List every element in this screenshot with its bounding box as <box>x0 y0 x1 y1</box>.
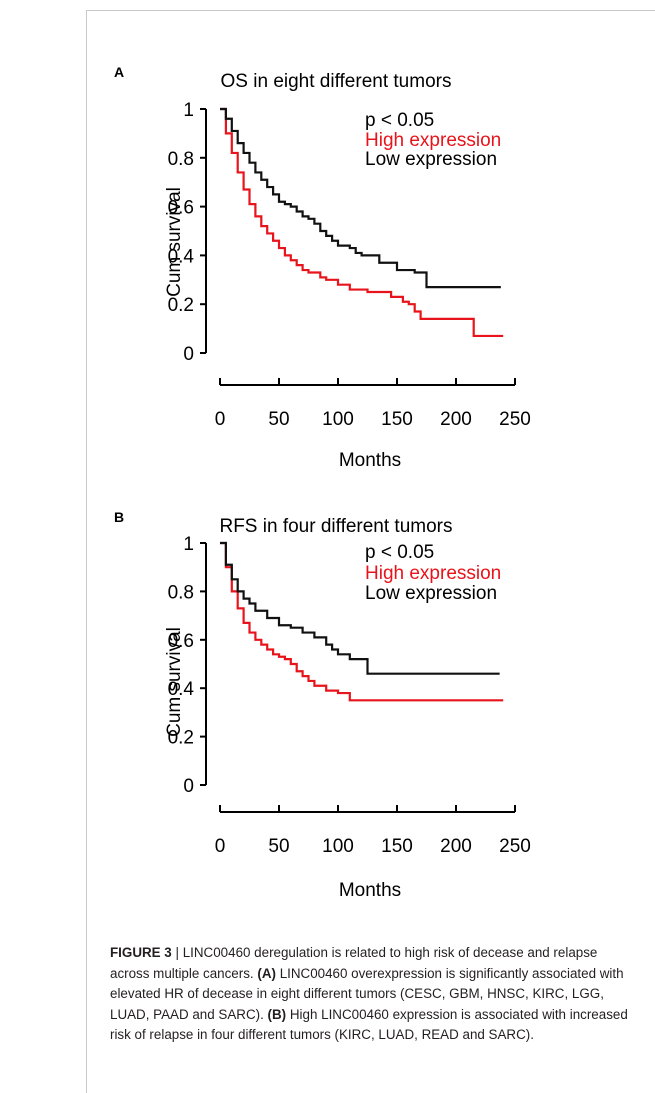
caption-separator: | <box>175 945 179 960</box>
x-tick-label: 200 <box>440 836 472 857</box>
x-axis-label: Months <box>339 450 401 471</box>
x-tick-label: 150 <box>381 836 413 857</box>
survival-chart-a: A OS in eight different tumors Cum survi… <box>114 64 531 471</box>
survival-curve-high-expression <box>220 107 504 338</box>
legend-high-expression: High expression <box>365 563 501 584</box>
figure-label: FIGURE 3 <box>110 945 172 960</box>
survival-curve-low-expression <box>220 107 501 289</box>
chart-title: OS in eight different tumors <box>221 71 452 92</box>
y-tick-label: 0.6 <box>168 198 194 219</box>
legend-pvalue: p < 0.05 <box>365 542 434 563</box>
chart-title: RFS in four different tumors <box>219 516 452 537</box>
y-tick-label: 0.6 <box>168 631 194 652</box>
legend-low-expression: Low expression <box>365 149 497 170</box>
y-tick-label: 0 <box>183 344 194 365</box>
y-tick-label: 0 <box>183 776 194 797</box>
y-tick-label: 0.2 <box>168 728 194 749</box>
caption-intro: LINC00460 deregulation is related to hig… <box>110 945 598 981</box>
survival-curves <box>220 107 504 338</box>
panel-label: B <box>114 509 124 525</box>
x-tick-label: 250 <box>499 409 531 430</box>
x-tick-label: 200 <box>440 409 472 430</box>
x-tick-label: 50 <box>268 836 289 857</box>
y-tick-label: 0.8 <box>168 149 194 170</box>
caption-part-b-label: (B) <box>267 1006 287 1022</box>
y-axis-label: Cum survival <box>164 187 185 297</box>
chart-panel-b: B RFS in four different tumors Cum survi… <box>110 500 550 930</box>
y-axis-label: Cum survival <box>164 627 185 737</box>
x-tick-label: 250 <box>499 836 531 857</box>
x-tick-label: 0 <box>215 836 226 857</box>
x-tick-label: 50 <box>268 409 289 430</box>
figure-frame <box>86 10 655 1093</box>
chart-panel-a: A OS in eight different tumors Cum survi… <box>110 55 550 485</box>
x-tick-label: 100 <box>322 836 354 857</box>
axes: 0 0.2 0.4 0.6 0.8 1 0 50 100 150 200 250 <box>168 534 531 857</box>
x-axis-label: Months <box>339 880 401 901</box>
y-tick-label: 1 <box>183 100 194 121</box>
legend-low-expression: Low expression <box>365 583 497 604</box>
x-tick-label: 100 <box>322 409 354 430</box>
y-tick-label: 0.2 <box>168 295 194 316</box>
y-tick-label: 0.4 <box>168 246 195 267</box>
figure-caption: FIGURE 3 | LINC00460 deregulation is rel… <box>110 943 640 1046</box>
legend-high-expression: High expression <box>365 130 501 151</box>
x-tick-label: 0 <box>215 409 226 430</box>
caption-part-a-text: LINC00460 overexpression is significantl… <box>110 965 624 1022</box>
survival-curve-high-expression <box>220 541 504 702</box>
legend-pvalue: p < 0.05 <box>365 110 434 131</box>
caption-part-b-text: High LINC00460 expression is associated … <box>110 1006 628 1043</box>
survival-curve-low-expression <box>220 541 500 675</box>
y-tick-label: 1 <box>183 534 194 555</box>
caption-part-a-label: (A) <box>257 965 276 981</box>
y-tick-label: 0.4 <box>168 679 195 700</box>
axes: 0 0.2 0.4 0.6 0.8 1 0 50 100 150 200 250 <box>168 100 531 430</box>
survival-curves <box>220 541 504 702</box>
survival-chart-b: B RFS in four different tumors Cum survi… <box>114 509 531 901</box>
x-tick-label: 150 <box>381 409 413 430</box>
panel-label: A <box>114 64 124 80</box>
y-tick-label: 0.8 <box>168 582 194 603</box>
